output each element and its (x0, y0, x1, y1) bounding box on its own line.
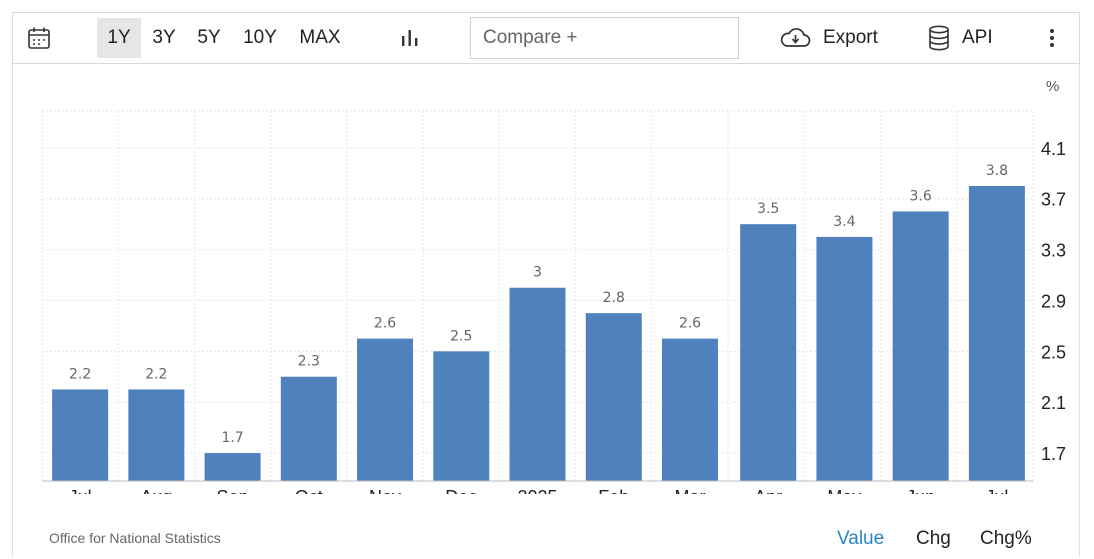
calendar-icon[interactable] (27, 13, 51, 63)
bar (52, 389, 109, 481)
x-tick-label: Jul (985, 487, 1008, 494)
data-label: 2.6 (374, 316, 396, 332)
chart-type-icon[interactable] (400, 13, 420, 63)
source-label: Office for National Statistics (49, 530, 221, 546)
data-label: 3.5 (757, 201, 779, 217)
api-button[interactable]: API (928, 13, 993, 63)
data-label: 2.2 (145, 366, 167, 382)
bar (280, 376, 337, 481)
y-tick-label: 2.5 (1041, 342, 1066, 362)
x-tick-label: Nov (369, 487, 401, 494)
tab-chg[interactable]: Chg (916, 528, 951, 549)
data-label: 2.6 (679, 316, 701, 332)
bar (357, 338, 414, 481)
bar (509, 287, 566, 481)
x-tick-label: Oct (295, 487, 323, 494)
bar (968, 186, 1025, 481)
y-tick-label: 4.1 (1041, 139, 1066, 159)
bar (740, 224, 797, 482)
y-tick-label: 1.7 (1041, 444, 1066, 464)
data-label: 2.5 (450, 328, 472, 344)
y-tick-label: 3.3 (1041, 241, 1066, 261)
database-icon (928, 25, 950, 51)
data-label: 2.8 (603, 290, 625, 306)
x-tick-label: Mar (674, 487, 705, 494)
bar-chart: 1.7 2.1 2.5 2.9 3.3 3.7 4.1 2.2 Jul 2.2 Aug 1.7 Sep 2… (0, 64, 1094, 494)
chart-svg: 1.7 2.1 2.5 2.9 3.3 3.7 4.1 2.2 Jul 2.2 Aug 1.7 Sep 2… (41, 110, 1066, 494)
x-tick-label: Feb (598, 487, 629, 494)
bar (204, 453, 261, 481)
y-tick-label: 2.9 (1041, 291, 1066, 311)
x-tick-label: 2025 (517, 487, 557, 494)
range-10y-button[interactable]: 10Y (243, 27, 277, 48)
data-label: 1.7 (221, 430, 243, 446)
bar (433, 351, 490, 481)
x-tick-label: Dec (445, 487, 477, 494)
range-max-button[interactable]: MAX (299, 27, 341, 48)
y-tick-label: 3.7 (1041, 190, 1066, 210)
export-label: Export (823, 27, 878, 48)
data-label: 2.2 (69, 366, 91, 382)
tab-value[interactable]: Value (837, 528, 885, 549)
range-1y-button[interactable]: 1Y (97, 18, 141, 58)
data-label: 3.6 (910, 188, 932, 204)
x-tick-label: Sep (217, 487, 249, 494)
x-tick-label: Jun (906, 487, 935, 494)
range-5y-button[interactable]: 5Y (197, 27, 221, 48)
y-tick-label: 2.1 (1041, 393, 1066, 413)
api-label: API (962, 27, 993, 48)
bar (816, 236, 873, 481)
bar (585, 313, 642, 481)
bar (892, 211, 949, 482)
export-button[interactable]: Export (779, 13, 878, 63)
x-tick-label: May (827, 487, 861, 494)
bar (661, 338, 718, 481)
x-tick-label: Aug (140, 487, 172, 494)
data-label: 3.8 (986, 163, 1008, 179)
range-3y-button[interactable]: 3Y (152, 27, 176, 48)
data-label: 2.3 (298, 354, 320, 370)
x-tick-label: Apr (754, 487, 782, 494)
bar (128, 389, 185, 481)
x-tick-label: Jul (69, 487, 92, 494)
toolbar: 1Y 3Y 5Y 10Y MAX Export (12, 12, 1080, 64)
tab-chg-percent[interactable]: Chg% (980, 528, 1032, 549)
more-options-icon[interactable] (1049, 13, 1055, 63)
data-label: 3.4 (833, 214, 855, 230)
unit-label: % (1046, 78, 1060, 95)
data-label: 3 (533, 265, 542, 281)
compare-input[interactable] (470, 17, 739, 59)
cloud-download-icon (779, 26, 811, 50)
